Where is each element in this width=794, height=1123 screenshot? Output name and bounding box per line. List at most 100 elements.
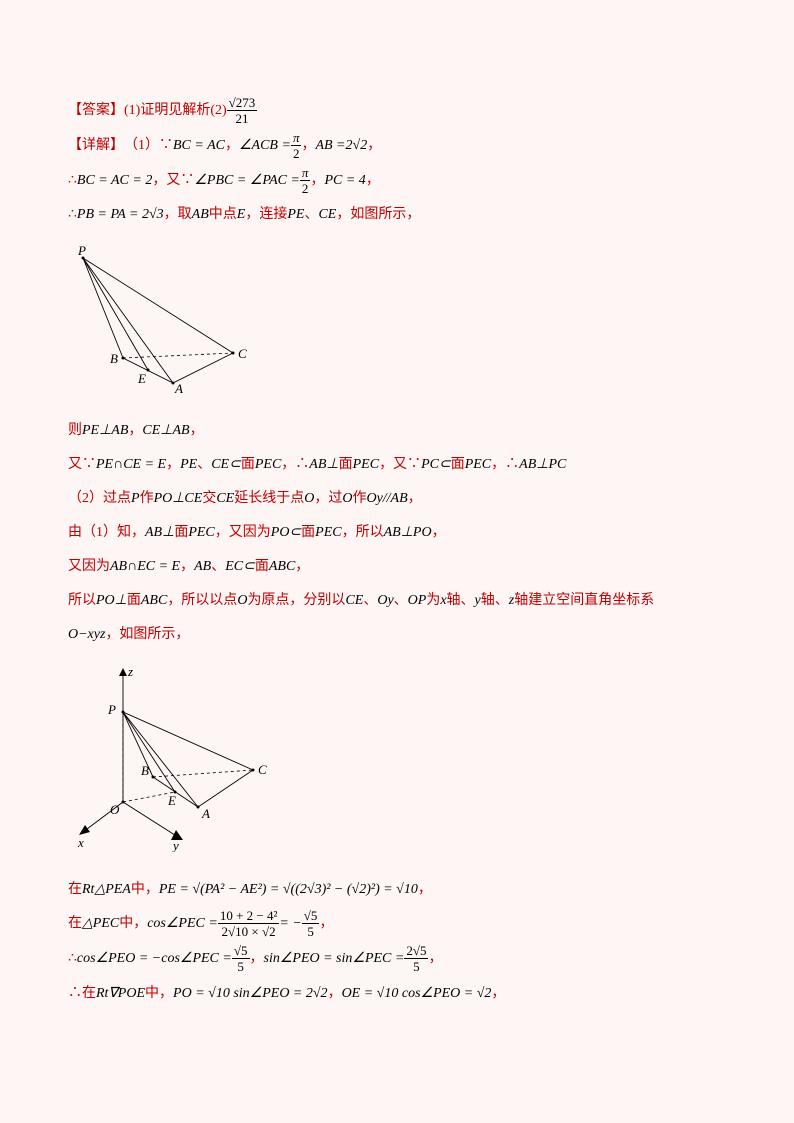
txt: 面 [241,452,255,477]
math: PE = √(PA² − AE²) = √((2√3)² − (√2)²) = … [159,877,418,902]
frac-den: 5 [232,959,250,973]
detail-line-11: 在 Rt△PEA 中， PE = √(PA² − AE²) = √((2√3)²… [68,875,726,903]
frac: π 2 [291,131,302,160]
math: AB [192,202,209,227]
math: AB⊥PO [384,520,432,545]
math: PE [287,202,304,227]
answer-line: 【答案】 (1)证明见解析(2) √273 21 [68,96,726,125]
math: PO⊥ [96,588,127,613]
math: cos∠PEO = −cos∠PEC = [77,946,232,971]
txt: 面 [255,554,269,579]
fig1-B: B [110,351,118,366]
txt: ， [225,133,239,158]
frac-den: 2√10 × √2 [218,924,280,938]
math: E [237,202,246,227]
txt: 、 [197,452,211,477]
page: 【答案】 (1)证明见解析(2) √273 21 【详解】 （1）∵ BC = … [0,0,794,1053]
math: PE⊥AB [82,418,128,443]
txt: 又因为 [68,554,110,579]
txt: 、 [211,554,225,579]
math: AB⊥ [309,452,338,477]
detail-line-14: ∴在 Rt∇POE 中， PO = √10 sin∠PEO = 2√2 ， OE… [68,979,726,1007]
txt: ，如图所示， [105,622,189,647]
math: PEC [255,452,281,477]
txt: ， [166,452,180,477]
math: cos∠PEC = [147,911,218,936]
figure-2: z P B C E A O x y [68,662,268,852]
math: AB⊥PC [519,452,566,477]
txt: 、 [304,202,318,227]
txt: ， [367,133,381,158]
detail-line-6: （2）过点 P 作 PO⊥CE 交 CE 延长线于点 O ，过 O 作 Oy//… [68,484,726,512]
txt: ， [319,911,333,936]
frac-num: 10 + 2 − 4² [218,909,280,924]
txt: 延长线于点 [234,486,304,511]
answer-frac: √273 21 [227,96,258,125]
detail-line-12: 在 △PEC 中， cos∠PEC = 10 + 2 − 4² 2√10 × √… [68,909,726,938]
txt: 、 [363,588,377,613]
math: PEC [465,452,491,477]
math: PO⊥CE [154,486,203,511]
txt: 交 [202,486,216,511]
txt: ， [328,981,342,1006]
txt: 则 [68,418,82,443]
math: PO = √10 sin∠PEO = 2√2 [173,981,328,1006]
txt: 面 [174,520,188,545]
txt: 中， [145,981,173,1006]
txt: 面 [451,452,465,477]
txt: ， [408,486,422,511]
txt: 为 [426,588,440,613]
txt: ，又∵ [152,168,194,193]
math: ABC [269,554,295,579]
txt: ， [432,520,446,545]
txt: 轴、 [447,588,475,613]
fig2-A: A [201,806,210,821]
math: ABC [141,588,167,613]
txt: ， [366,168,380,193]
answer-text: (1)证明见解析(2) [124,98,227,123]
txt: ，如图所示， [336,202,420,227]
detail-label: 【详解】 [68,133,124,158]
math: sin∠PEO = sin∠PEC = [264,946,405,971]
fig2-C: C [258,762,267,777]
txt: ∴ [68,168,77,193]
detail-line-2: ∴ BC = AC = 2 ，又∵ ∠PBC = ∠PAC = π 2 ， PC… [68,166,726,195]
detail-line-10: O−xyz ，如图所示， [68,620,726,648]
txt: 作 [352,486,366,511]
math: BC = AC = 2 [77,168,152,193]
detail-line-1: 【详解】 （1）∵ BC = AC ， ∠ACB = π 2 ， AB = 2√… [68,131,726,160]
fig2-E: E [167,793,176,808]
math: O [304,486,314,511]
txt: ，又因为 [215,520,271,545]
math: = − [279,911,301,936]
txt: ， [428,946,442,971]
math: PE∩CE = E [96,452,166,477]
txt: 中， [131,877,159,902]
math: PC = 4 [324,168,365,193]
math: PEC [188,520,214,545]
math: 2√2 [346,133,368,158]
txt: 又∵ [68,452,96,477]
math: ∠PBC = ∠PAC = [194,168,300,193]
math: BC = AC [173,133,225,158]
math: P [131,486,140,511]
detail-line-8: 又因为 AB∩EC = E ， AB 、 EC⊂ 面 ABC ， [68,552,726,580]
txt: 在 [68,911,82,936]
txt: 在 [68,877,82,902]
txt: ， [190,418,204,443]
frac-den: 5 [404,959,428,973]
fig2-O: O [110,802,120,817]
math: PC⊂ [421,452,451,477]
txt: 面 [339,452,353,477]
txt: ，连接 [245,202,287,227]
txt: 作 [140,486,154,511]
txt: ， [418,877,432,902]
txt: 、 [394,588,408,613]
detail-line-3: ∴ PB = PA = 2√3 ，取 AB 中点 E ，连接 PE 、 CE ，… [68,201,726,229]
math: O−xyz [68,622,105,647]
math: AB∩EC = E [110,554,180,579]
math: PE [180,452,197,477]
math: O [342,486,352,511]
txt: ，∴ [281,452,309,477]
math: EC⊂ [225,554,255,579]
